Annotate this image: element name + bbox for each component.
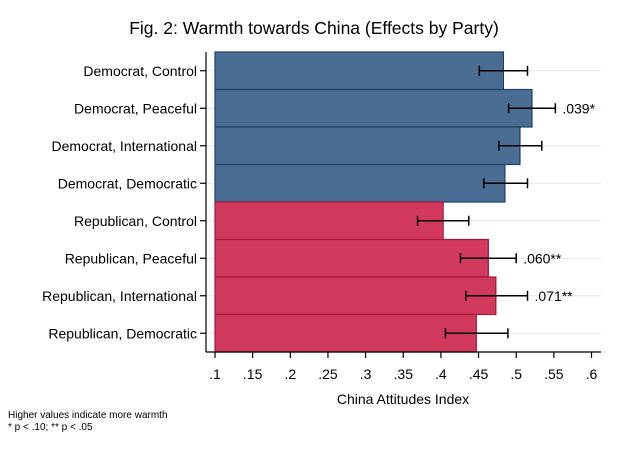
significance-annotation: .071**: [534, 288, 573, 304]
y-tick-label: Democrat, Peaceful: [74, 100, 197, 116]
x-tick-label: .55: [544, 366, 564, 382]
significance-annotation: .039*: [562, 100, 595, 116]
bar: [214, 313, 477, 353]
y-tick-label: Democrat, International: [51, 138, 197, 154]
x-tick-label: .4: [435, 366, 447, 382]
x-tick-label: .6: [586, 366, 598, 382]
axes: [200, 52, 601, 358]
bar: [214, 88, 533, 128]
x-tick-label: .45: [469, 366, 489, 382]
labels: Democrat, Control Democrat, Peaceful Democ…: [42, 63, 597, 382]
x-tick-label: .2: [284, 366, 296, 382]
bar: [214, 163, 506, 203]
x-tick-label: .5: [510, 366, 522, 382]
x-tick-label: .3: [360, 366, 372, 382]
bar: [214, 238, 489, 278]
y-tick-label: Democrat, Democratic: [58, 175, 197, 191]
x-tick-label: .35: [394, 366, 414, 382]
bar: [214, 51, 504, 91]
bar: [214, 201, 444, 241]
bar: [214, 126, 521, 166]
note-significance: * p < .10; ** p < .05: [8, 422, 93, 433]
y-tick-label: Republican, Peaceful: [65, 250, 197, 266]
error-bars: [416, 65, 557, 339]
x-tick-label: .25: [318, 366, 338, 382]
x-tick-label: .15: [243, 366, 263, 382]
y-tick-label: Republican, Control: [74, 213, 197, 229]
bars: [214, 51, 533, 353]
y-tick-label: Republican, International: [42, 288, 197, 304]
y-tick-label: Democrat, Control: [83, 63, 197, 79]
bar: [214, 276, 497, 316]
x-axis-title: China Attitudes Index: [337, 391, 469, 407]
x-tick-label: .1: [209, 366, 221, 382]
chart-title: Fig. 2: Warmth towards China (Effects by…: [129, 18, 499, 38]
significance-annotation: .060**: [523, 250, 562, 266]
note-warmth: Higher values indicate more warmth: [8, 410, 168, 421]
y-tick-label: Republican, Democratic: [48, 325, 197, 341]
